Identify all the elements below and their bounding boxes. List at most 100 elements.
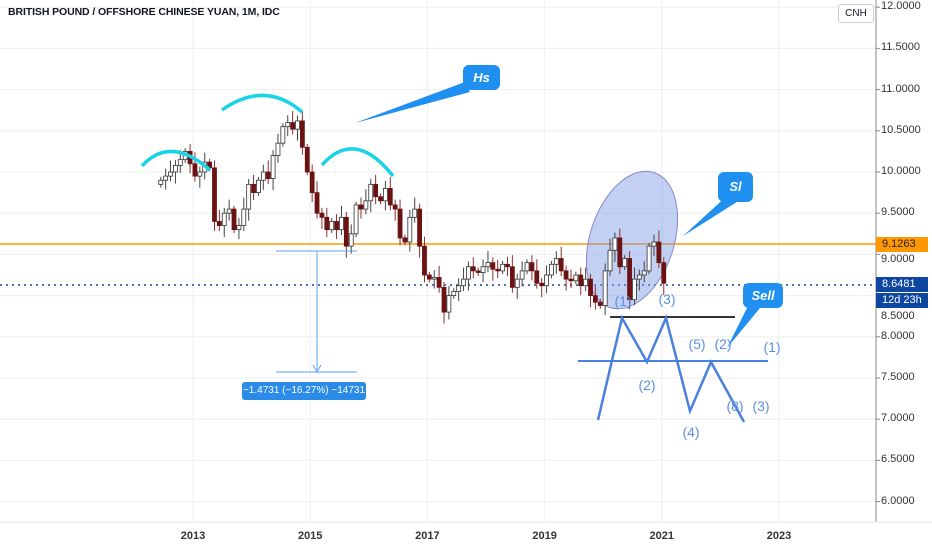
candle-body [612,237,618,251]
candle-body [192,163,198,177]
candle-body [402,237,408,243]
candle [275,133,281,163]
candle-body [431,277,437,280]
sell-callout-pointer [727,302,765,348]
candle [163,168,169,190]
wave-label-8[interactable]: (8) [726,398,744,414]
candle-body [295,120,300,130]
candle [622,255,628,271]
sl-callout[interactable]: Sl [718,172,753,202]
measure-tool[interactable] [276,250,357,374]
candle-body [417,208,422,247]
wave-label-5[interactable]: (5) [688,336,706,352]
candle-body [265,171,271,179]
candle [529,255,535,281]
price-axis-label: 10.0000 [881,165,921,177]
wave-label-1b[interactable]: (1) [763,339,781,355]
time-axis-label: 2013 [180,530,206,542]
candle [304,143,310,176]
candle [524,259,530,275]
candle-body [397,208,403,239]
candle-body [407,216,413,243]
candle [646,242,652,275]
candle-body [597,301,603,306]
candle [280,123,286,147]
candle [299,111,305,155]
wave-label-2b[interactable]: (2) [714,336,732,352]
candle-body [495,268,501,272]
candle-body [607,249,613,272]
head-arc[interactable] [220,93,304,114]
right-shoulder-arc[interactable] [320,147,395,178]
candle [485,251,491,273]
candle-body [583,278,589,287]
time-axis-label: 2023 [766,530,792,542]
candle [378,193,383,205]
candle-body [622,258,628,268]
candle [402,234,408,246]
candle [158,176,164,188]
candle [509,255,515,293]
candle [343,211,349,258]
elliott-wave-zigzag[interactable] [596,314,746,423]
candle-body [519,270,525,280]
candle-body [256,179,261,194]
wave-label-3[interactable]: (3) [658,291,676,307]
candle-body [592,295,598,303]
candle-body [299,120,305,148]
candle-body [485,262,491,268]
candle [607,238,613,277]
hs-callout[interactable]: Hs [463,65,500,90]
wave-label-3b[interactable]: (3) [752,398,770,414]
candle-body [641,270,647,276]
candle [534,259,540,289]
candle [426,271,432,283]
price-axis-label: 7.0000 [881,412,915,425]
candle [363,189,369,215]
price-axis-label: 6.5000 [881,453,915,466]
wave-label-4[interactable]: (4) [682,424,700,440]
candle-body [241,208,247,226]
candle-body [500,263,506,272]
currency-button[interactable]: CNH [838,4,874,23]
candle [265,160,271,184]
candle [260,164,266,190]
candle [231,205,237,233]
candle-body [602,270,608,306]
candle [319,207,325,229]
candle [563,265,569,291]
candle-body [197,171,203,177]
candle [519,261,525,287]
candle [470,257,476,279]
candle-body [363,200,369,210]
price-axis-label: 9.5000 [881,206,915,219]
price-axis-label: 12.0000 [881,0,921,13]
sl-callout-pointer [683,195,740,236]
wave-label-2[interactable]: (2) [638,377,656,393]
wave-label-1[interactable]: (1) [614,293,632,309]
candle [641,261,647,283]
candle-body [168,171,173,177]
candle-body [578,274,584,287]
candle [617,228,623,275]
time-axis-label: 2019 [532,530,557,542]
candle-body [309,171,315,194]
candle-body [451,291,457,297]
price-axis-label: 6.0000 [881,494,915,507]
candle [568,269,574,289]
ellipse-drawing[interactable] [570,159,694,320]
candle-body [280,126,286,144]
sell-callout[interactable]: Sell [743,283,783,308]
candle-body [290,122,296,130]
left-shoulder-arc[interactable] [140,149,212,172]
candle [539,277,545,298]
candle-body [383,188,388,202]
candle [397,199,403,246]
candle [544,265,549,294]
candle-body [339,216,344,231]
candle [553,251,559,274]
hline-price-tag: 9.1263 [876,237,928,252]
candle-body [358,204,364,210]
